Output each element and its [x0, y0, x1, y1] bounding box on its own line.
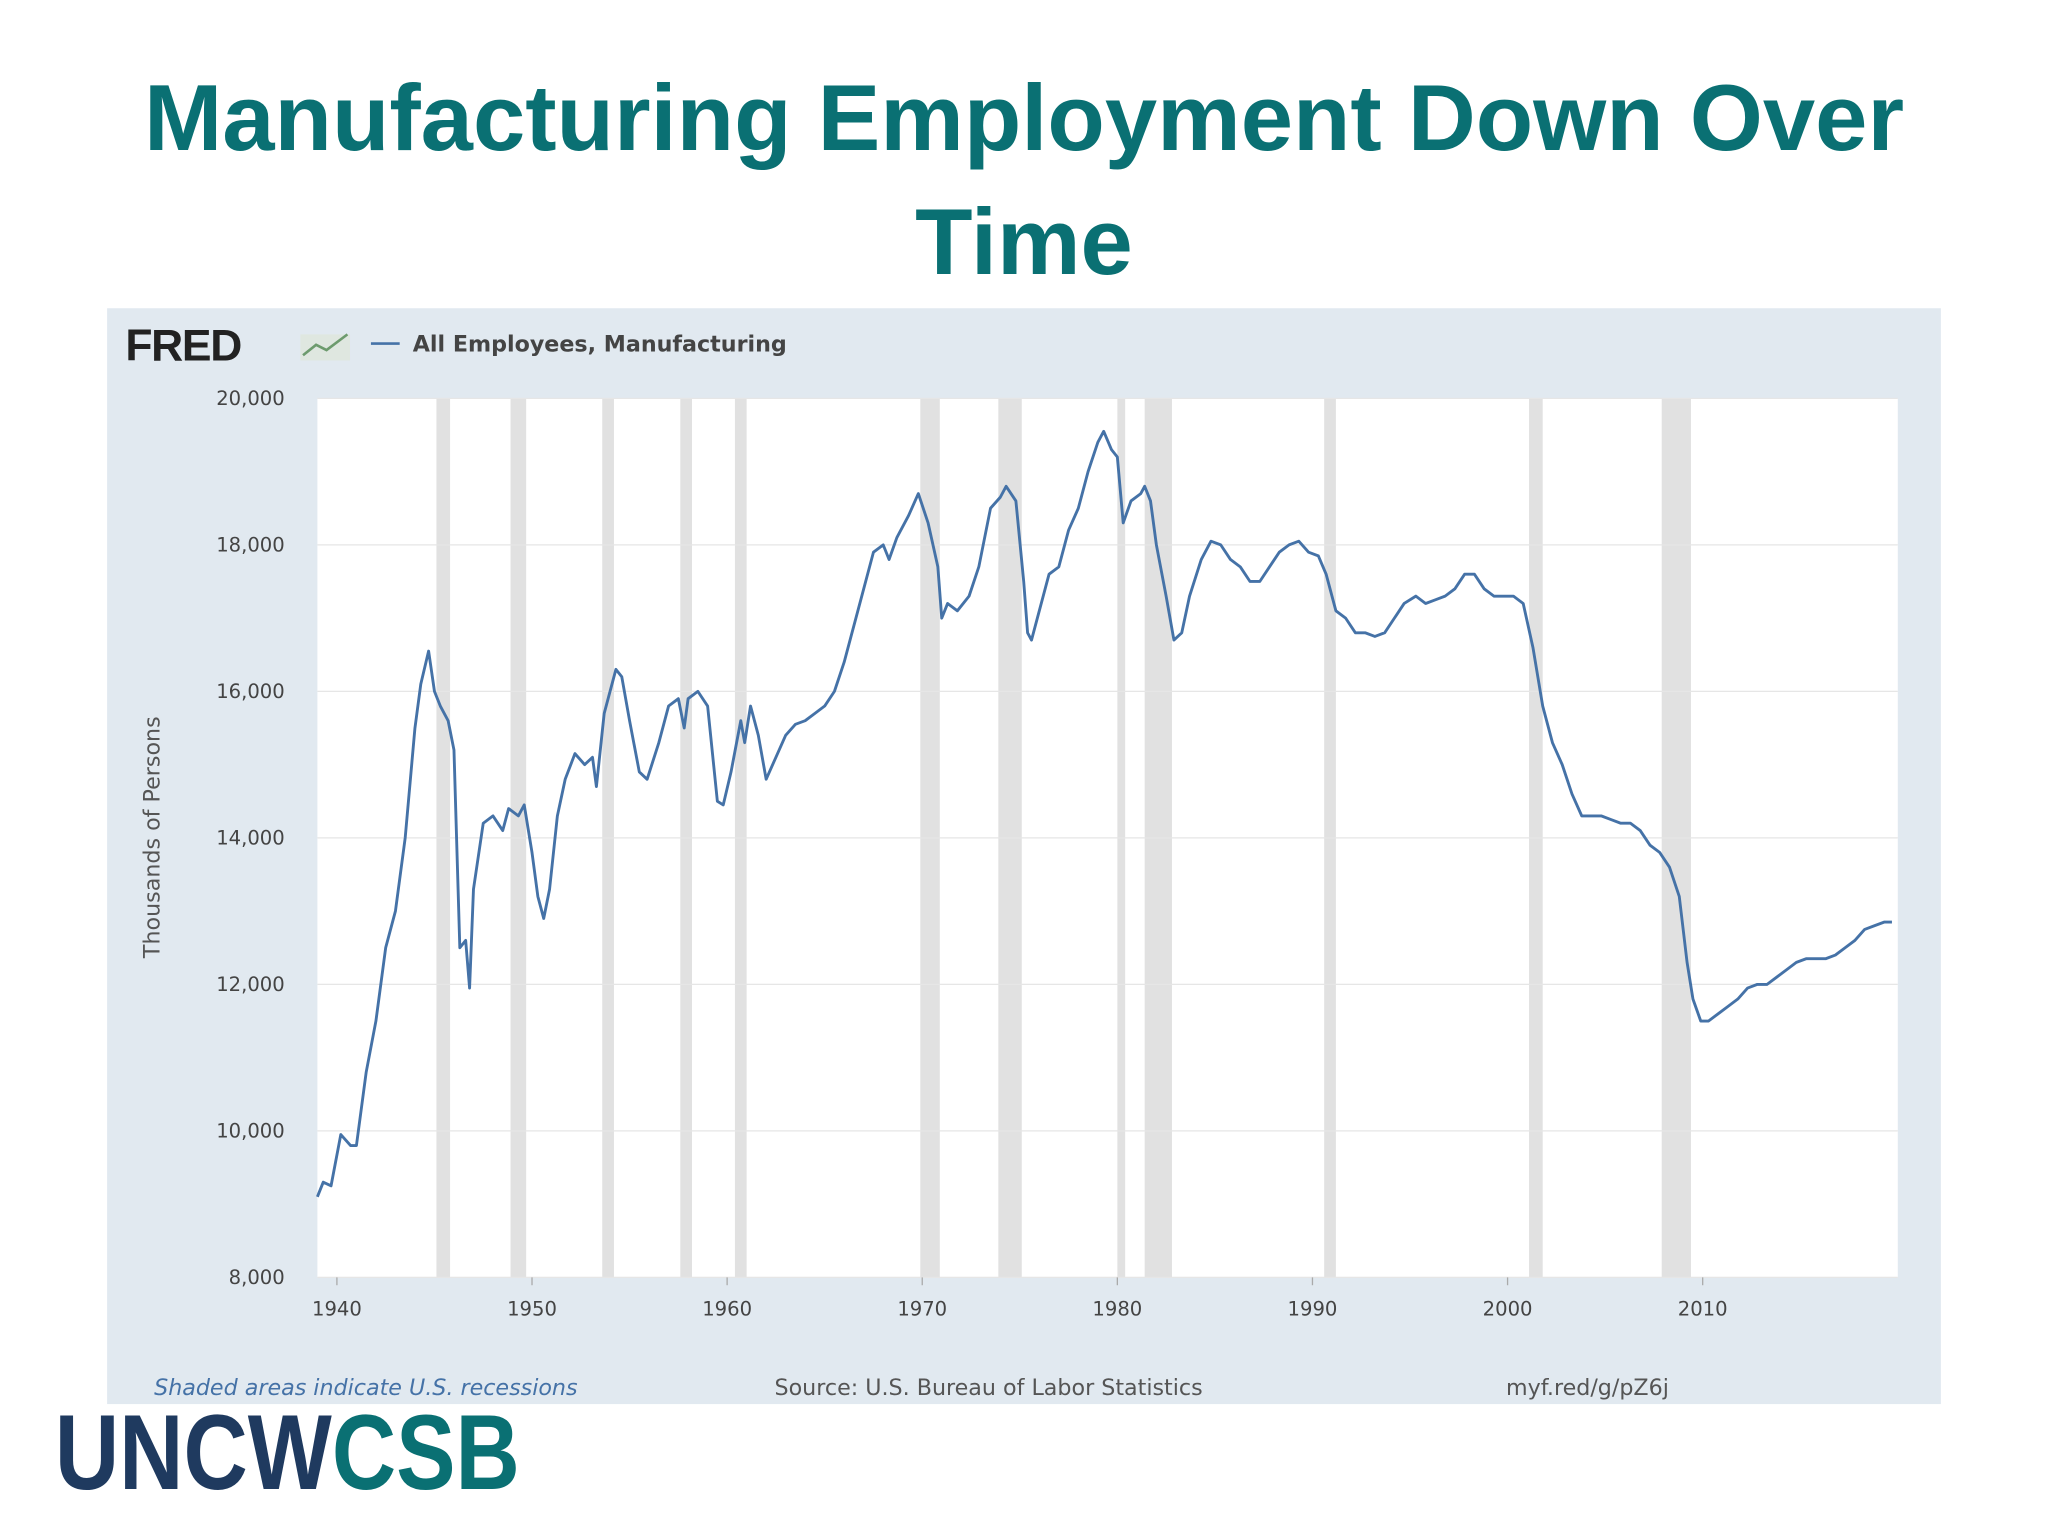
x-tick-label: 1960: [702, 1297, 752, 1320]
legend-label: All Employees, Manufacturing: [413, 331, 787, 357]
x-tick-label: 2010: [1678, 1297, 1728, 1320]
icon-line: [302, 333, 349, 357]
y-tick-label: 16,000: [216, 680, 285, 703]
y-tick-label: 20,000: [216, 387, 285, 410]
brand-logo: FRED: [125, 321, 241, 370]
x-tick-label: 1980: [1092, 1297, 1142, 1320]
logo-uncw: UNCW: [55, 1392, 332, 1512]
y-axis-label: Thousands of Persons: [139, 716, 165, 959]
y-tick-label: 18,000: [216, 533, 285, 556]
x-tick-label: 2000: [1483, 1297, 1533, 1320]
link: myf.red/g/pZ6j: [1506, 1375, 1669, 1401]
recession-note: Shaded areas indicate U.S. recessions: [154, 1375, 578, 1401]
x-tick-label: 1940: [312, 1297, 362, 1320]
y-tick-label: 10,000: [216, 1119, 285, 1142]
x-tick-label: 1990: [1288, 1297, 1338, 1320]
y-tick-label: 8,000: [229, 1266, 285, 1289]
logo: UNCWCSB: [55, 1392, 520, 1512]
y-tick-label: 12,000: [216, 973, 285, 996]
x-tick-label: 1970: [897, 1297, 947, 1320]
plot-layer: [316, 397, 1898, 1279]
logo-csb: CSB: [332, 1392, 520, 1512]
x-tick-label: 1950: [507, 1297, 557, 1320]
series-line: [316, 429, 1892, 1198]
source: Source: U.S. Bureau of Labor Statistics: [775, 1375, 1203, 1401]
y-tick-label: 14,000: [216, 826, 285, 849]
brand-icon: [300, 333, 351, 361]
slide-title: Manufacturing Employment Down Over Time: [143, 65, 1905, 294]
